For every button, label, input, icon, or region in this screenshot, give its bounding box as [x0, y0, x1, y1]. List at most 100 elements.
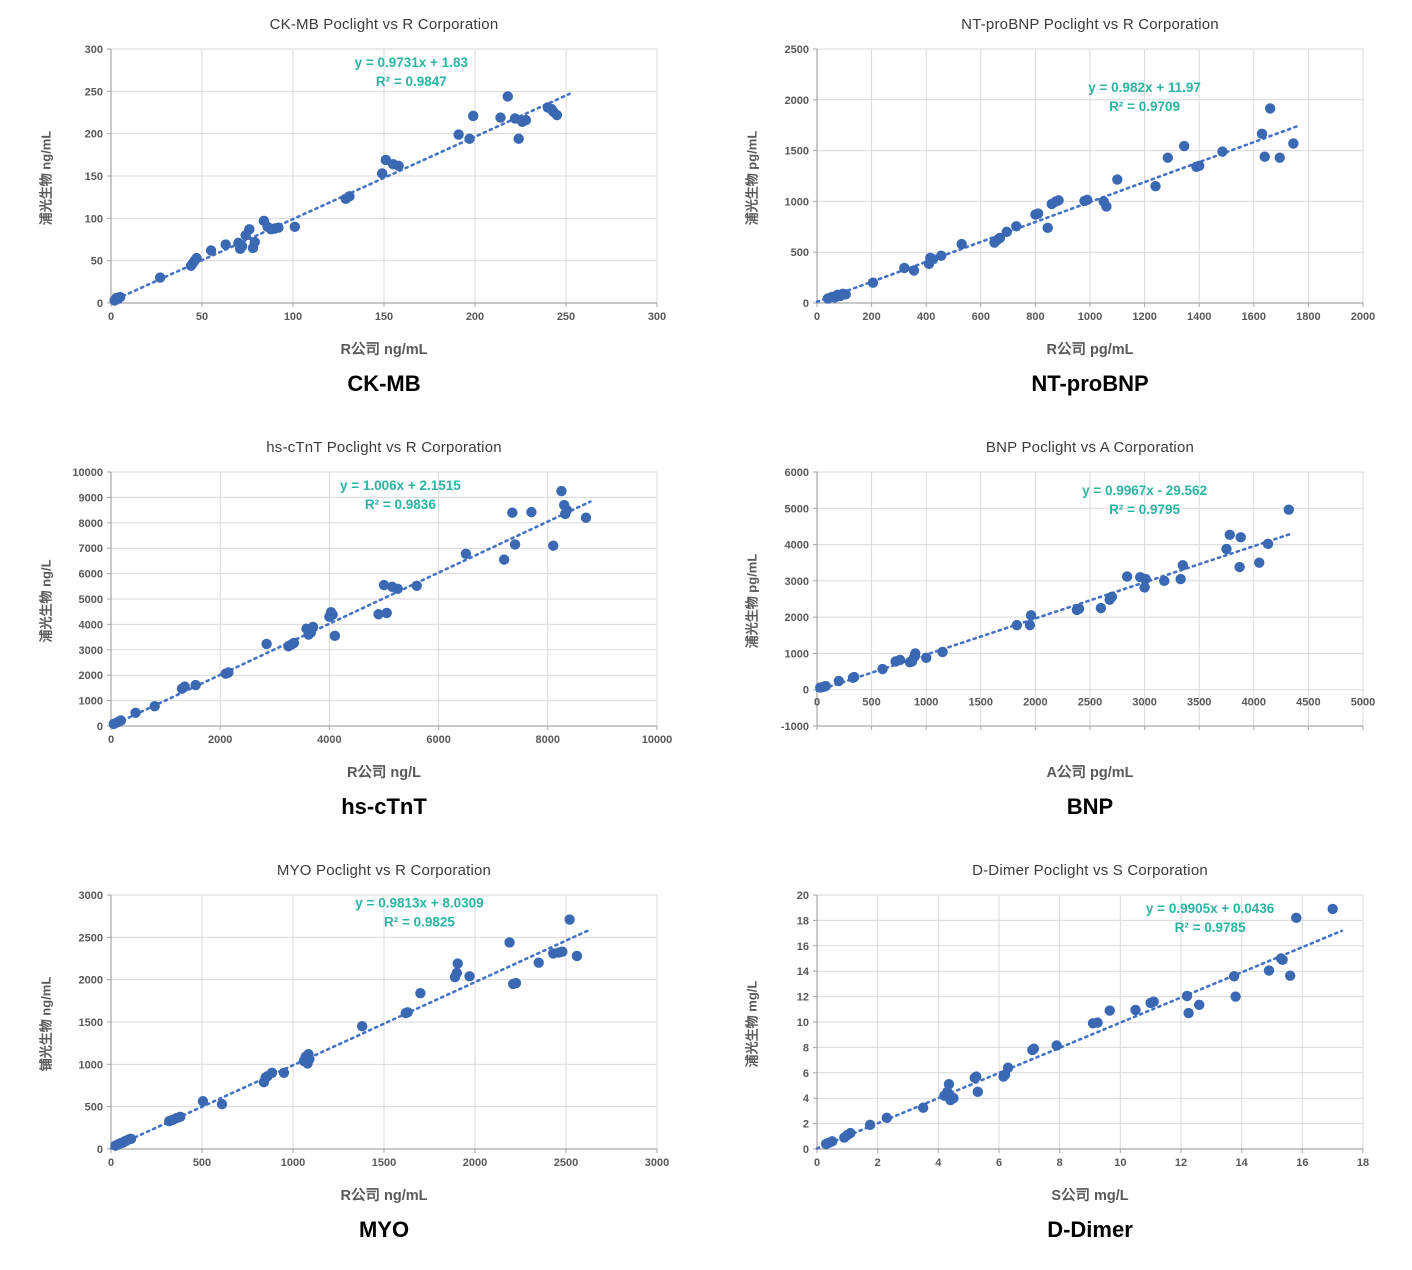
data-point	[1092, 1017, 1103, 1028]
y-tick-label: 3000	[785, 576, 809, 588]
data-point	[236, 241, 248, 252]
x-tick-label: 6000	[426, 734, 450, 746]
x-tick-label: 200	[862, 311, 880, 323]
data-point	[881, 1112, 892, 1124]
data-point	[557, 946, 568, 957]
data-point	[1277, 954, 1288, 965]
x-tick-label: 1500	[372, 1157, 396, 1169]
data-point	[1183, 1007, 1194, 1019]
data-point	[249, 236, 260, 248]
data-point	[899, 262, 910, 274]
x-tick-label: 8	[1057, 1157, 1063, 1169]
data-point	[509, 539, 521, 550]
data-point	[1130, 1004, 1141, 1016]
data-point	[261, 638, 272, 650]
data-point	[1177, 560, 1189, 571]
data-point	[266, 1067, 278, 1078]
data-point	[307, 621, 319, 633]
chart-panel-d-dimer: D-Dimer Poclight vs S Corporation 浦光生物 m…	[706, 850, 1412, 1270]
data-point	[216, 1098, 228, 1110]
data-point	[917, 1102, 929, 1113]
data-point	[936, 250, 947, 261]
data-point	[502, 91, 513, 102]
data-point	[510, 977, 522, 989]
data-point	[415, 988, 426, 999]
data-point	[571, 950, 583, 962]
data-point	[820, 680, 831, 692]
x-tick-label: 200	[466, 311, 484, 323]
x-tick-label: 5000	[1351, 697, 1375, 709]
data-point	[1264, 103, 1276, 114]
chart-panel-ck-mb: CK-MB Poclight vs R Corporation 浦光生物 ng/…	[0, 4, 706, 427]
trend-line	[815, 124, 1299, 304]
x-tick-label: 4500	[1296, 697, 1320, 709]
data-point	[826, 1136, 838, 1147]
data-point	[1263, 965, 1275, 976]
x-tick-label: 2000	[1023, 697, 1047, 709]
y-tick-label: 8000	[79, 518, 103, 530]
x-tick-label: 3500	[1187, 697, 1211, 709]
y-tick-label: 2000	[785, 95, 809, 107]
plot-area: 铺光生物 ng/mL 0 500 1000 1500 2000 2500 3000 0 500 1…	[33, 883, 673, 1183]
data-point	[504, 937, 515, 948]
data-point	[1106, 591, 1118, 603]
data-point	[130, 707, 141, 718]
y-tick-label: 1500	[785, 146, 809, 158]
x-tick-label: 0	[814, 1157, 820, 1169]
data-point	[1011, 221, 1022, 232]
chart-title: MYO Poclight vs R Corporation	[276, 862, 492, 879]
data-point	[392, 583, 403, 595]
data-point	[921, 652, 932, 663]
y-tick-label: 5000	[785, 503, 809, 515]
scatter-plot: 0 1000 2000 3000 4000 5000 6000 7000 8000 9000 100…	[72, 467, 672, 746]
data-point	[1053, 195, 1064, 206]
data-point	[943, 1079, 955, 1090]
y-tick-label: 5000	[79, 594, 103, 606]
x-tick-label: 0	[108, 1157, 114, 1169]
y-tick-label: 50	[91, 256, 103, 268]
chart-title: hs-cTnT Poclight vs R Corporation	[266, 439, 502, 456]
y-tick-label: 8	[803, 1042, 809, 1054]
y-axis-label: 浦光生物 pg/mL	[744, 553, 760, 649]
y-tick-label: 500	[85, 1102, 103, 1114]
x-tick-label: 3000	[645, 1157, 669, 1169]
y-tick-label: 7000	[79, 543, 103, 555]
data-point	[498, 554, 510, 565]
data-point	[464, 971, 475, 982]
y-axis-label: 铺光生物 ng/mL	[38, 976, 54, 1072]
y-axis-label: 浦光生物 ng/L	[38, 559, 54, 643]
data-point	[1028, 1043, 1040, 1054]
trend-line	[109, 92, 571, 303]
data-point	[467, 110, 479, 122]
data-point	[1162, 152, 1174, 163]
data-point	[1073, 603, 1085, 614]
data-point	[848, 671, 860, 683]
equation-label: y = 0.9967x - 29.562	[1082, 483, 1207, 498]
data-point	[402, 1007, 413, 1018]
r-squared-label: R² = 0.9709	[1109, 99, 1180, 114]
data-point	[548, 540, 559, 551]
data-point	[1001, 226, 1012, 238]
data-point	[114, 291, 126, 303]
x-tick-label: 1000	[1078, 311, 1102, 323]
y-tick-label: 2000	[785, 612, 809, 624]
x-axis-label: R公司 ng/mL	[340, 1188, 428, 1204]
data-point	[864, 1119, 876, 1131]
data-point	[1234, 561, 1245, 573]
x-tick-label: 6	[996, 1157, 1002, 1169]
y-tick-label: 6000	[79, 569, 103, 581]
data-point	[994, 232, 1006, 244]
data-point	[411, 580, 422, 591]
data-point	[191, 252, 202, 264]
data-point	[1140, 573, 1151, 585]
data-point	[833, 675, 845, 687]
data-point	[1224, 529, 1235, 540]
x-tick-label: 300	[648, 311, 666, 323]
x-tick-label: 2000	[1351, 311, 1375, 323]
data-point	[453, 129, 464, 140]
data-point	[927, 254, 939, 265]
data-point	[1288, 138, 1299, 149]
data-point	[1254, 557, 1265, 568]
x-tick-label: 1000	[281, 1157, 305, 1169]
